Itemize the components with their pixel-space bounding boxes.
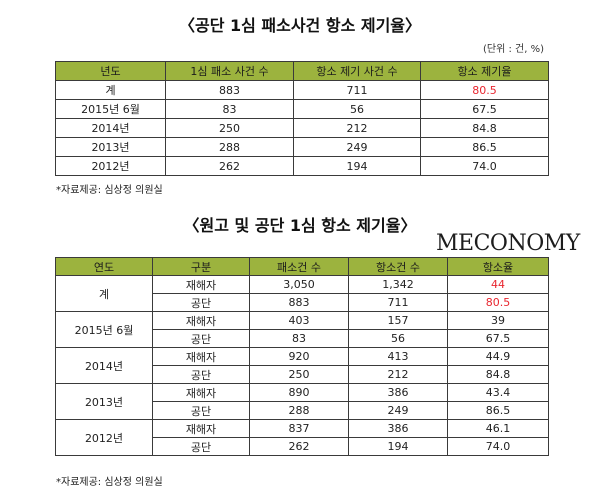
cell-year: 2013년 (55, 137, 166, 157)
watermark-logo: MECONOMY (436, 231, 580, 256)
table-row: 공단 883 711 80.5 (56, 293, 549, 312)
cell-appealed: 194 (348, 437, 448, 456)
table2-title: 〈원고 및 공단 1심 항소 제기율〉 (183, 216, 417, 235)
cell-appealed: 212 (293, 118, 421, 138)
cell-appealed: 157 (348, 311, 448, 330)
cell-lost: 883 (165, 80, 294, 100)
header-appeal-rate: 항소 제기율 (420, 61, 549, 81)
header-lost-cases: 1심 패소 사건 수 (165, 61, 294, 81)
cell-lost: 262 (249, 437, 349, 456)
cell-lost: 250 (165, 118, 294, 138)
cell-rate: 39 (447, 311, 549, 330)
cell-lost: 83 (165, 99, 294, 119)
table-row: 2012년 262 194 74.0 (55, 156, 549, 176)
cell-appealed: 413 (348, 347, 448, 366)
cell-rate: 84.8 (447, 365, 549, 384)
cell-appealed: 194 (293, 156, 421, 176)
cell-appealed: 212 (348, 365, 448, 384)
cell-lost: 262 (165, 156, 294, 176)
table-row: 공단 288 249 86.5 (56, 401, 549, 420)
table-row: 2015년 6월 재해자 403 157 39 (55, 311, 549, 348)
cell-appealed: 386 (348, 419, 448, 438)
cell-lost: 3,050 (249, 275, 349, 294)
source-note: *자료제공: 심상정 의원실 (56, 185, 163, 196)
cell-lost: 250 (249, 365, 349, 384)
cell-rate: 86.5 (420, 137, 549, 157)
cell-rate: 74.0 (420, 156, 549, 176)
cell-category: 재해자 (152, 275, 250, 294)
cell-category: 재해자 (152, 419, 250, 438)
cell-rate: 43.4 (447, 383, 549, 402)
header-lost-cases: 패소건 수 (249, 257, 349, 276)
cell-lost: 403 (249, 311, 349, 330)
table-row: 계 883 711 80.5 (55, 80, 549, 100)
cell-year: 2014년 (55, 118, 166, 138)
cell-rate: 44.9 (447, 347, 549, 366)
cell-rate: 80.5 (420, 80, 549, 100)
cell-appealed: 249 (348, 401, 448, 420)
cell-lost: 288 (165, 137, 294, 157)
cell-rate: 80.5 (447, 293, 549, 312)
cell-category: 공단 (152, 437, 250, 456)
cell-year: 계 (55, 275, 153, 312)
cell-category: 공단 (152, 365, 250, 384)
header-appealed-cases: 항소건 수 (348, 257, 448, 276)
header-year: 연도 (55, 257, 153, 276)
cell-category: 재해자 (152, 311, 250, 330)
cell-category: 공단 (152, 329, 250, 348)
plaintiff-appeal-rate-table: 연도 구분 패소건 수 항소건 수 항소율 계 재해자 3,050 1,342 … (55, 257, 549, 456)
cell-lost: 920 (249, 347, 349, 366)
table-row: 계 재해자 3,050 1,342 44 (55, 275, 549, 312)
cell-lost: 890 (249, 383, 349, 402)
table-row: 2013년 재해자 890 386 43.4 (55, 383, 549, 420)
cell-year: 2015년 6월 (55, 311, 153, 348)
cell-year: 계 (55, 80, 166, 100)
cell-category: 재해자 (152, 347, 250, 366)
header-year: 년도 (55, 61, 166, 81)
cell-year: 2014년 (55, 347, 153, 384)
cell-appealed: 56 (348, 329, 448, 348)
cell-rate: 44 (447, 275, 549, 294)
table-row: 2014년 재해자 920 413 44.9 (55, 347, 549, 384)
header-category: 구분 (152, 257, 250, 276)
header-appealed-cases: 항소 제기 사건 수 (293, 61, 421, 81)
cell-category: 공단 (152, 401, 250, 420)
source-note: *자료제공: 심상정 의원실 (56, 477, 163, 488)
cell-category: 재해자 (152, 383, 250, 402)
cell-rate: 67.5 (447, 329, 549, 348)
cell-lost: 837 (249, 419, 349, 438)
cell-year: 2015년 6월 (55, 99, 166, 119)
appeal-rate-table: 년도 1심 패소 사건 수 항소 제기 사건 수 항소 제기율 계 883 71… (55, 61, 549, 176)
cell-appealed: 56 (293, 99, 421, 119)
cell-appealed: 1,342 (348, 275, 448, 294)
cell-appealed: 249 (293, 137, 421, 157)
unit-label: (단위 : 건, %) (483, 44, 544, 55)
cell-rate: 67.5 (420, 99, 549, 119)
cell-rate: 74.0 (447, 437, 549, 456)
cell-rate: 86.5 (447, 401, 549, 420)
cell-rate: 46.1 (447, 419, 549, 438)
cell-appealed: 386 (348, 383, 448, 402)
cell-lost: 83 (249, 329, 349, 348)
cell-rate: 84.8 (420, 118, 549, 138)
cell-year: 2013년 (55, 383, 153, 420)
table-row: 2014년 250 212 84.8 (55, 118, 549, 138)
table-row: 2012년 재해자 837 386 46.1 (55, 419, 549, 456)
cell-appealed: 711 (348, 293, 448, 312)
cell-appealed: 711 (293, 80, 421, 100)
table1-title: 〈공단 1심 패소사건 항소 제기율〉 (178, 16, 422, 35)
header-appeal-rate: 항소율 (447, 257, 549, 276)
table-row: 공단 262 194 74.0 (56, 437, 549, 456)
cell-year: 2012년 (55, 156, 166, 176)
cell-category: 공단 (152, 293, 250, 312)
table-row: 2015년 6월 83 56 67.5 (55, 99, 549, 119)
table-row: 공단 250 212 84.8 (56, 365, 549, 384)
cell-lost: 883 (249, 293, 349, 312)
cell-year: 2012년 (55, 419, 153, 456)
table-row: 2013년 288 249 86.5 (55, 137, 549, 157)
cell-lost: 288 (249, 401, 349, 420)
